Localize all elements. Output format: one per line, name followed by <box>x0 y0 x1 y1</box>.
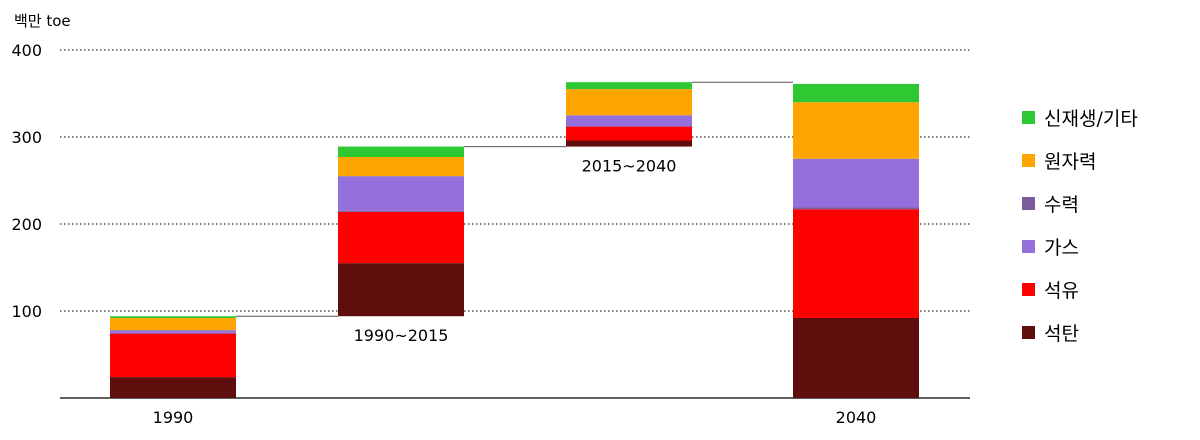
bar-segment <box>793 317 919 398</box>
y-tick-label: 400 <box>11 41 42 60</box>
labels: 100 200 300 400 1990 1990~2015 2015~2040 2040 <box>11 41 876 427</box>
legend-item-coal: 석탄 <box>1022 311 1138 354</box>
category-label: 1990~2015 <box>354 326 449 345</box>
bar-segment <box>110 316 236 318</box>
legend-item-oil: 석유 <box>1022 268 1138 311</box>
bar-segment <box>110 332 236 334</box>
legend-label-renewables: 신재생/기타 <box>1044 108 1138 130</box>
bar-segment <box>793 209 919 318</box>
connector-lines <box>236 81 793 317</box>
bar-segment <box>566 126 692 141</box>
bar-segment <box>338 211 464 264</box>
category-label: 2040 <box>836 408 877 427</box>
bar-segment <box>338 210 464 212</box>
bar-segment <box>338 146 464 158</box>
legend-label-oil: 석유 <box>1044 280 1079 302</box>
legend-swatch-hydro <box>1022 197 1035 210</box>
legend-item-hydro: 수력 <box>1022 182 1138 225</box>
y-axis-unit-label: 백만 toe <box>14 12 71 30</box>
legend-swatch-oil <box>1022 283 1035 296</box>
y-tick-label: 300 <box>11 128 42 147</box>
bar-segment <box>566 140 692 147</box>
legend-label-gas: 가스 <box>1044 237 1079 259</box>
legend-item-nuclear: 원자력 <box>1022 139 1138 182</box>
bar-segment <box>338 157 464 177</box>
bar-segment <box>110 330 236 333</box>
bar-segment <box>338 176 464 211</box>
legend-label-coal: 석탄 <box>1044 323 1079 345</box>
legend-swatch-gas <box>1022 240 1035 253</box>
bar-segment <box>793 207 919 210</box>
bar-segment <box>110 317 236 331</box>
bar-segment <box>793 102 919 159</box>
legend-swatch-nuclear <box>1022 154 1035 167</box>
bar-segment <box>110 377 236 398</box>
y-tick-label: 200 <box>11 215 42 234</box>
category-label: 2015~2040 <box>582 157 677 176</box>
legend: 신재생/기타 원자력 수력 가스 석유 석탄 <box>1022 96 1138 354</box>
bar-segment <box>566 82 692 90</box>
bar-segment <box>110 333 236 378</box>
legend-item-gas: 가스 <box>1022 225 1138 268</box>
bar-segment <box>338 263 464 317</box>
bar-segment <box>793 158 919 208</box>
bar-segment <box>793 83 919 103</box>
legend-swatch-renewables <box>1022 111 1035 124</box>
bar-segment <box>566 89 692 116</box>
legend-label-nuclear: 원자력 <box>1044 151 1097 173</box>
legend-swatch-coal <box>1022 326 1035 339</box>
bar-segment <box>566 115 692 127</box>
y-tick-label: 100 <box>11 302 42 321</box>
legend-item-renewables: 신재생/기타 <box>1022 96 1138 139</box>
legend-label-hydro: 수력 <box>1044 194 1079 216</box>
category-label: 1990 <box>153 408 194 427</box>
bars <box>110 82 919 398</box>
